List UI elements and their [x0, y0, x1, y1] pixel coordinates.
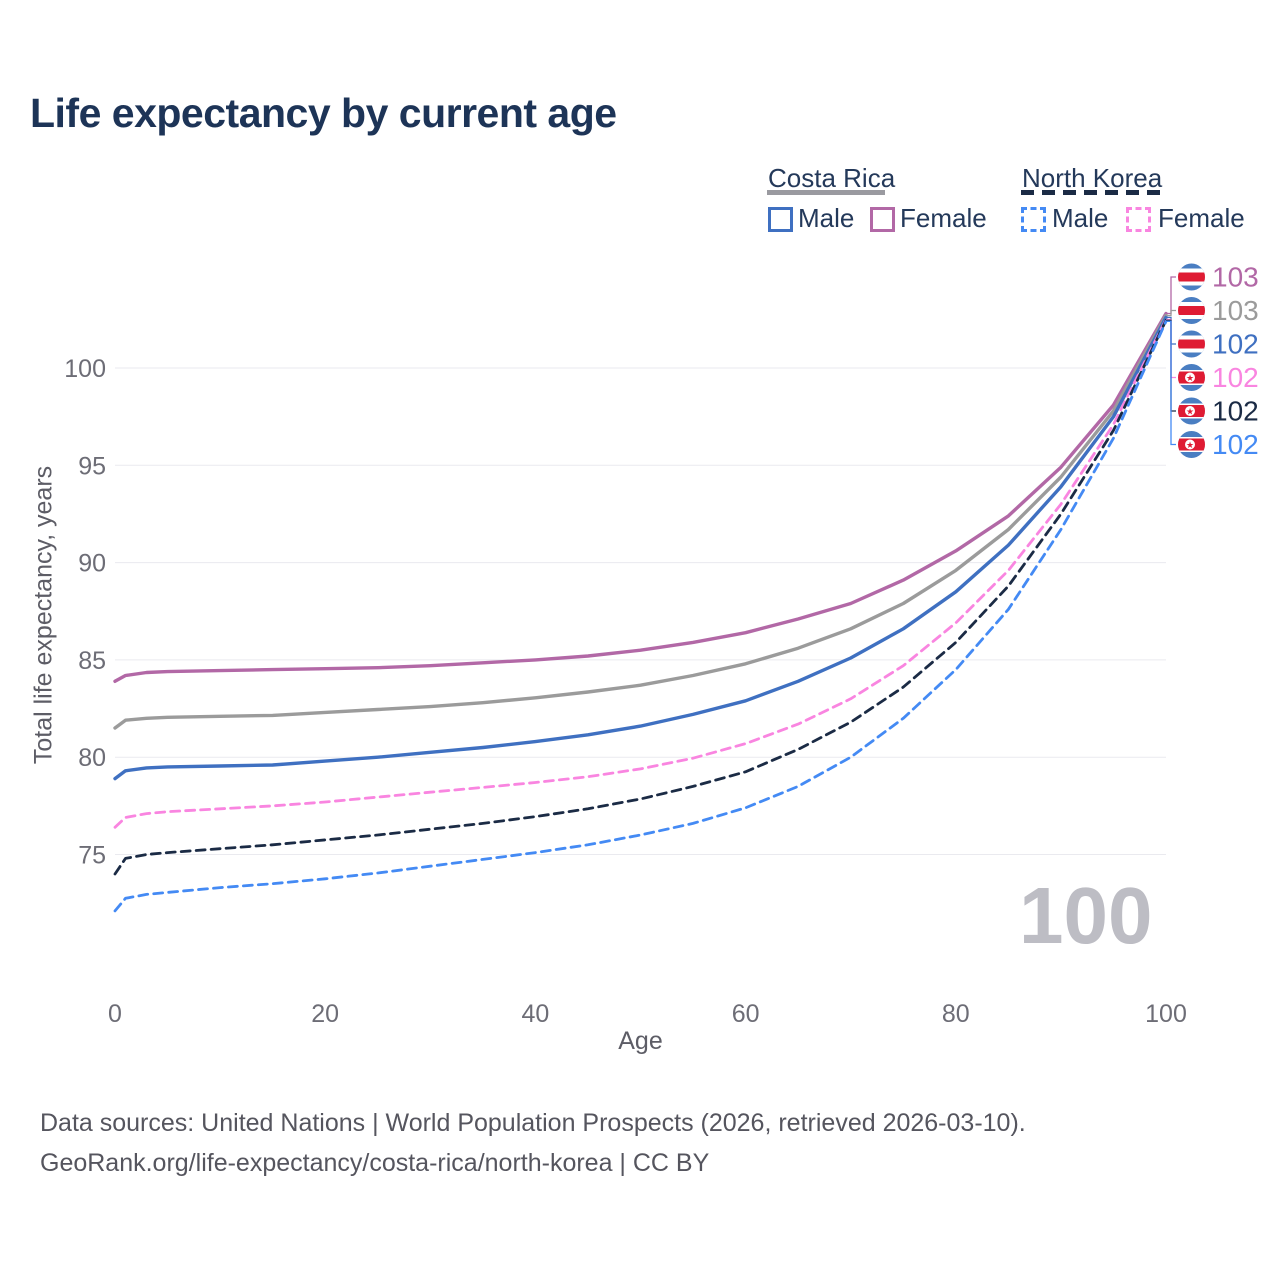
leader-line-costa-rica-female: [1166, 276, 1176, 315]
attribution-link[interactable]: GeoRank.org/life-expectancy/costa-rica/n…: [40, 1149, 710, 1177]
series-line-costa-rica-male[interactable]: [113, 315, 1168, 781]
legend-label-costa-rica-male[interactable]: Male: [798, 203, 855, 233]
end-label-north-korea-both: 102: [1212, 396, 1259, 427]
svg-text:★: ★: [1186, 373, 1194, 383]
costa-rica-flag-icon: [1178, 330, 1205, 358]
legend-group-north-korea[interactable]: North Korea: [1022, 163, 1163, 193]
svg-text:★: ★: [1186, 407, 1194, 417]
data-sources-note: Data sources: United Nations | World Pop…: [40, 1109, 1026, 1137]
leader-line-costa-rica-both: [1166, 309, 1176, 317]
costa-rica-flag-icon: [1178, 263, 1205, 291]
svg-text:★: ★: [1186, 440, 1194, 450]
series-line-north-korea-female[interactable]: [113, 317, 1168, 829]
page-title: Life expectancy by current age: [30, 90, 617, 136]
legend-underline-costa-rica: [767, 190, 885, 195]
costa-rica-flag-icon: [1178, 297, 1205, 324]
x-tick-label: 20: [311, 1000, 339, 1028]
legend-label-costa-rica-female[interactable]: Female: [900, 203, 987, 233]
y-tick-label: 75: [78, 842, 106, 870]
y-tick-label: 80: [78, 744, 106, 772]
end-label-costa-rica-male: 102: [1212, 329, 1259, 360]
end-label-costa-rica-female: 103: [1212, 262, 1259, 293]
leader-line-north-korea-male: [1166, 320, 1176, 446]
legend-swatch-costa-rica-male[interactable]: [768, 207, 793, 232]
legend-group-costa-rica[interactable]: Costa Rica: [768, 163, 896, 193]
north-korea-flag-icon: ★: [1178, 431, 1205, 458]
end-label-north-korea-male: 102: [1212, 429, 1259, 460]
legend-label-north-korea-male[interactable]: Male: [1052, 203, 1109, 233]
north-korea-flag-icon: ★: [1178, 397, 1205, 425]
age-counter-watermark: 100: [1019, 871, 1153, 960]
x-tick-label: 100: [1145, 1000, 1187, 1028]
x-tick-label: 60: [732, 1000, 760, 1028]
x-tick-label: 40: [521, 1000, 549, 1028]
legend-underline-north-korea: [1021, 190, 1165, 195]
series-line-costa-rica-female[interactable]: [113, 311, 1168, 683]
series-line-north-korea-male[interactable]: [113, 319, 1168, 913]
end-label-north-korea-female: 102: [1212, 362, 1259, 393]
x-tick-label: 80: [942, 1000, 970, 1028]
legend-label-north-korea-female[interactable]: Female: [1158, 203, 1245, 233]
end-label-costa-rica-both: 103: [1212, 295, 1259, 326]
y-tick-label: 90: [78, 550, 106, 578]
series-line-north-korea-both[interactable]: [113, 318, 1168, 876]
north-korea-flag-icon: ★: [1178, 364, 1205, 391]
series-line-costa-rica-both[interactable]: [113, 313, 1168, 730]
x-axis-title: Age: [618, 1027, 663, 1055]
y-tick-label: 85: [78, 647, 106, 675]
y-tick-label: 95: [78, 452, 106, 480]
legend-swatch-north-korea-female[interactable]: [1126, 207, 1151, 232]
x-tick-label: 0: [108, 1000, 122, 1028]
legend-swatch-costa-rica-female[interactable]: [870, 207, 895, 232]
y-tick-label: 100: [64, 355, 106, 383]
legend-swatch-north-korea-male[interactable]: [1021, 207, 1046, 232]
